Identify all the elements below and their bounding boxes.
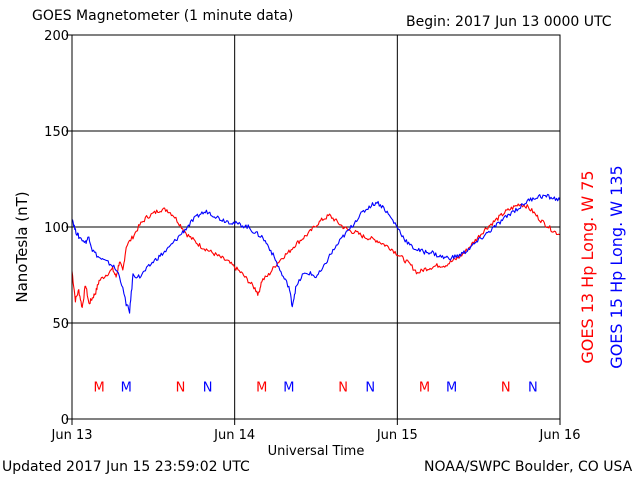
y-tick-label: 0 (61, 413, 69, 428)
data-source: NOAA/SWPC Boulder, CO USA (424, 459, 633, 475)
marker-n: N (501, 380, 511, 395)
x-tick-label: Jun 13 (51, 428, 93, 443)
x-tick-label: Jun 15 (376, 428, 418, 443)
marker-m: M (446, 380, 457, 395)
series-line-goes13 (71, 203, 561, 308)
x-tick-label: Jun 14 (213, 428, 255, 443)
legend-goes15: GOES 15 Hp Long. W 135 (607, 165, 626, 368)
x-axis-label: Universal Time (268, 444, 365, 459)
marker-m: M (256, 380, 267, 395)
marker-n: N (338, 380, 348, 395)
updated-timestamp: Updated 2017 Jun 15 23:59:02 UTC (2, 459, 250, 475)
x-tick-label: Jun 16 (539, 428, 581, 443)
y-tick-label: 150 (44, 125, 69, 140)
chart-title: GOES Magnetometer (1 minute data) (32, 8, 294, 24)
y-tick-label: 200 (44, 29, 69, 44)
y-axis-label: NanoTesla (nT) (13, 191, 31, 302)
marker-n: N (203, 380, 213, 395)
begin-time: Begin: 2017 Jun 13 0000 UTC (406, 14, 612, 30)
legend-goes13: GOES 13 Hp Long. W 75 (578, 170, 597, 363)
series-line-goes15 (71, 193, 561, 314)
marker-m: M (121, 380, 132, 395)
marker-m: M (94, 380, 105, 395)
y-tick-label: 100 (44, 221, 69, 236)
marker-m: M (283, 380, 294, 395)
series-lines (71, 193, 561, 314)
marker-n: N (528, 380, 538, 395)
grid-lines (72, 35, 560, 419)
marker-n: N (176, 380, 186, 395)
marker-m: M (419, 380, 430, 395)
y-tick-label: 50 (52, 317, 69, 332)
axes: 0 50 100 150 200 Jun 13 Jun 14 Jun 15 Jun 16 Univ… (13, 29, 626, 459)
marker-n: N (365, 380, 375, 395)
